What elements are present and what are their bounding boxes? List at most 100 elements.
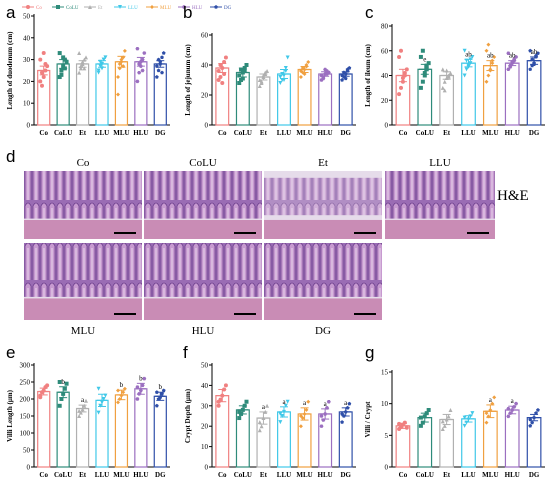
data-point	[420, 79, 425, 84]
data-point	[470, 411, 475, 416]
data-point	[84, 55, 89, 60]
data-point	[222, 387, 227, 392]
data-point	[484, 79, 489, 84]
data-point	[484, 420, 489, 425]
data-point	[142, 51, 147, 55]
data-point	[237, 73, 242, 78]
micrograph-label: DG	[315, 325, 331, 337]
data-point	[135, 79, 140, 84]
data-point	[57, 380, 62, 384]
data-point	[257, 84, 262, 88]
data-point	[138, 60, 143, 64]
data-point	[223, 55, 228, 60]
significance-letter: a	[511, 397, 515, 405]
data-point	[218, 75, 223, 79]
micrograph-label: Et	[318, 157, 328, 169]
data-point	[265, 403, 270, 408]
data-point	[242, 69, 247, 73]
data-point	[528, 417, 533, 422]
y-tick-label: 0	[205, 122, 209, 130]
data-point	[154, 75, 159, 79]
y-tick-label: 80	[381, 23, 389, 31]
y-tick-label: 40	[201, 382, 209, 390]
bar-colu	[56, 391, 70, 468]
x-tick-label: Et	[443, 471, 451, 479]
data-point	[422, 71, 427, 76]
data-point	[528, 48, 533, 53]
significance-letter: e	[423, 55, 426, 63]
data-point	[239, 67, 244, 72]
data-point	[103, 393, 108, 398]
data-point	[77, 414, 82, 418]
x-tick-label: CoLU	[234, 129, 252, 137]
micrograph-et: Et	[264, 157, 382, 239]
data-point	[341, 70, 346, 75]
data-point	[398, 48, 403, 53]
data-point	[488, 68, 493, 73]
x-tick-label: MLU	[296, 471, 312, 479]
data-point	[422, 414, 427, 419]
data-point	[424, 67, 429, 72]
y-tick-label: 0	[385, 122, 389, 130]
data-point	[216, 399, 221, 404]
data-point	[261, 416, 266, 421]
data-point	[404, 425, 409, 430]
bar-et	[439, 418, 455, 468]
data-point	[135, 397, 140, 401]
muscle-layer	[24, 219, 142, 239]
data-point	[41, 388, 46, 393]
villi-layer	[24, 243, 142, 297]
data-point	[154, 390, 159, 394]
significance-letter: ab	[531, 48, 538, 56]
data-point	[135, 46, 140, 51]
data-point	[96, 70, 101, 75]
data-point	[440, 419, 445, 424]
data-point	[426, 408, 431, 412]
data-point	[418, 54, 423, 59]
bar-llu	[95, 399, 109, 468]
bar-hlu	[318, 413, 333, 468]
hexagon-icon	[182, 5, 186, 9]
data-point	[80, 61, 85, 66]
x-tick-label: HLU	[318, 129, 333, 137]
data-point	[98, 59, 103, 64]
data-point	[397, 421, 402, 426]
data-point	[140, 383, 145, 388]
y-tick-label: 250	[20, 379, 31, 387]
data-point	[121, 64, 126, 69]
data-point	[340, 420, 344, 424]
x-tick-label: Co	[218, 471, 227, 479]
y-tick-label: 40	[201, 62, 209, 70]
data-point	[444, 417, 449, 422]
significance-letter: a	[303, 399, 307, 407]
data-point	[464, 420, 469, 425]
x-tick-label: DG	[155, 471, 166, 479]
y-tick-label: 150	[20, 413, 31, 421]
x-tick-label: HLU	[505, 129, 520, 137]
data-point	[216, 78, 221, 82]
x-tick-label: MLU	[113, 129, 129, 137]
y-tick-label: 60	[201, 32, 209, 40]
data-point	[530, 420, 535, 425]
data-point	[418, 423, 423, 428]
bar-hlu	[504, 62, 520, 126]
micrograph-label: Co	[77, 157, 90, 169]
data-point	[240, 407, 245, 412]
data-point	[117, 61, 122, 66]
data-point	[257, 78, 262, 82]
data-point	[282, 73, 286, 78]
data-point	[282, 409, 286, 414]
data-point	[45, 383, 50, 388]
data-point	[397, 92, 402, 97]
circle-icon	[26, 5, 30, 9]
y-axis-label: Length of ileum (cm)	[364, 43, 372, 106]
data-point	[259, 81, 264, 85]
data-point	[285, 399, 290, 404]
bar-et	[256, 76, 271, 126]
x-tick-label: LLU	[277, 471, 291, 479]
data-point	[484, 48, 489, 53]
y-tick-label: 300	[20, 362, 31, 370]
data-point	[508, 411, 513, 415]
data-point	[343, 76, 348, 81]
